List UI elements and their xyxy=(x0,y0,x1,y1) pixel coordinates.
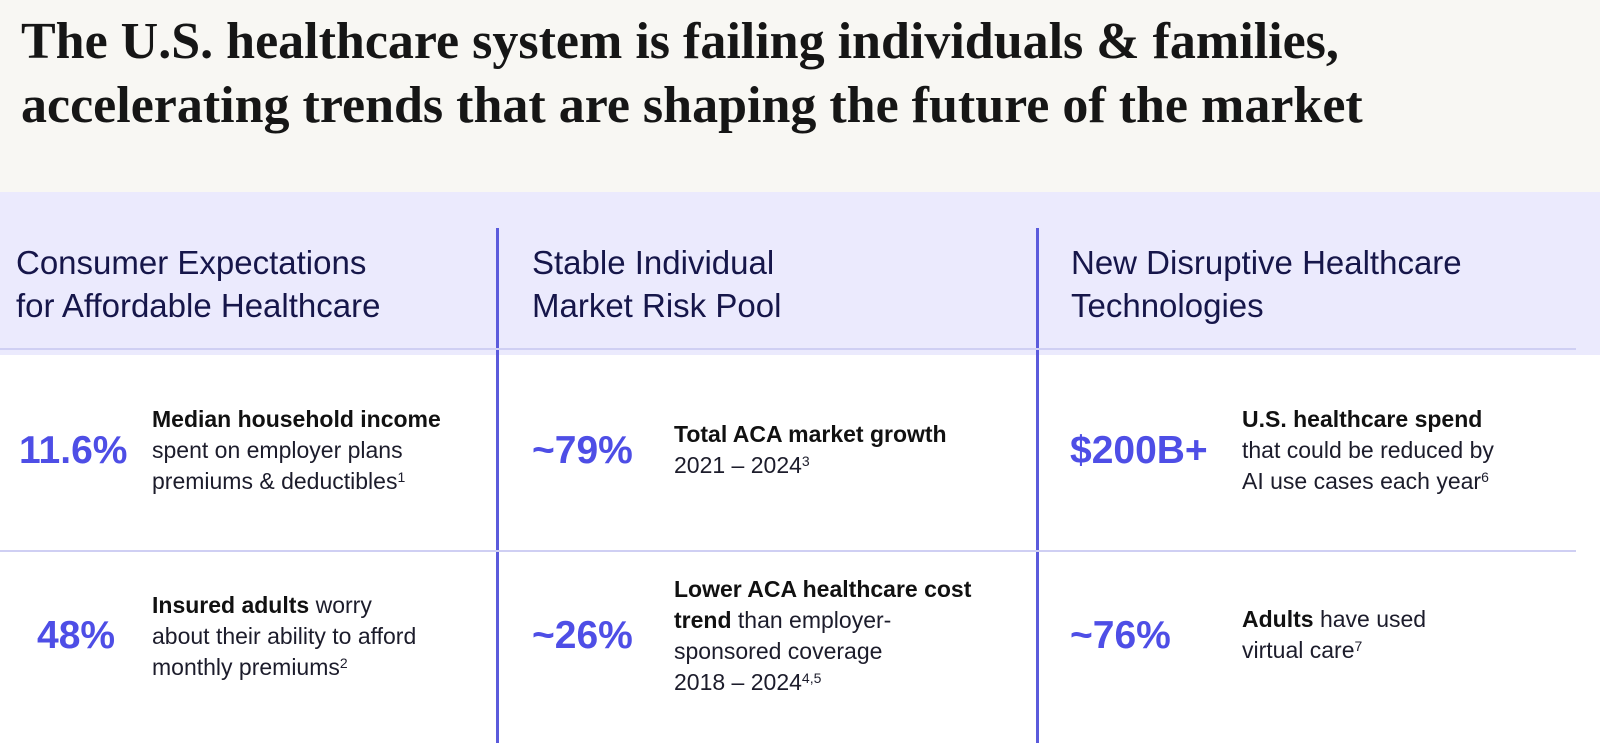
stat-value: ~79% xyxy=(532,429,633,472)
description-line: Total ACA market growth xyxy=(674,419,947,450)
column-divider xyxy=(1036,228,1039,743)
footnote-marker: 7 xyxy=(1354,638,1363,654)
heading-line: Consumer Expectations xyxy=(16,244,367,281)
description-text: that could be reduced by xyxy=(1242,437,1494,463)
description-line: U.S. healthcare spend xyxy=(1242,404,1494,435)
stat-value: ~26% xyxy=(532,614,633,657)
title-line-1: The U.S. healthcare system is failing in… xyxy=(21,13,1339,70)
description-line: Insured adults worry xyxy=(152,590,416,621)
description-line: 2018 – 20244,5 xyxy=(674,667,971,698)
stat-description: Median household income spent on employer… xyxy=(152,404,441,497)
description-line: virtual care7 xyxy=(1242,635,1426,666)
description-line: trend than employer- xyxy=(674,605,971,636)
description-text: virtual care xyxy=(1242,637,1355,663)
description-emphasis: Adults xyxy=(1242,606,1314,632)
stat-value: 48% xyxy=(37,614,116,657)
stat-description: Lower ACA healthcare cost trend than empl… xyxy=(674,574,971,698)
description-line: Lower ACA healthcare cost xyxy=(674,574,971,605)
description-line: monthly premiums2 xyxy=(152,652,416,683)
footnote-marker: 4,5 xyxy=(801,670,822,686)
description-line: Adults have used xyxy=(1242,604,1426,635)
stat-description: Adults have used virtual care7 xyxy=(1242,604,1426,666)
heading-line: for Affordable Healthcare xyxy=(16,287,381,324)
description-line: sponsored coverage xyxy=(674,636,971,667)
description-line: Median household income xyxy=(152,404,441,435)
stat-value: 11.6% xyxy=(19,429,128,472)
stat-description: Total ACA market growth 2021 – 20243 xyxy=(674,419,947,481)
description-line: 2021 – 20243 xyxy=(674,450,947,481)
description-text: spent on employer plans xyxy=(152,437,403,463)
heading-line: Market Risk Pool xyxy=(532,287,782,324)
footnote-marker: 1 xyxy=(397,469,406,485)
stat-value: ~76% xyxy=(1070,614,1171,657)
stat-description: Insured adults worry about their ability … xyxy=(152,590,416,683)
description-text: premiums & deductibles xyxy=(152,468,398,494)
heading-line: Stable Individual xyxy=(532,244,775,281)
description-emphasis: Median household income xyxy=(152,406,441,432)
row-divider xyxy=(0,550,1576,552)
footnote-marker: 2 xyxy=(339,655,348,671)
description-emphasis: Lower ACA healthcare cost xyxy=(674,576,972,602)
title-band xyxy=(0,0,1600,192)
heading-line: Technologies xyxy=(1071,287,1264,324)
column-header-band xyxy=(0,192,1600,355)
description-emphasis: Total ACA market growth xyxy=(674,421,947,447)
footnote-marker: 6 xyxy=(1481,469,1489,485)
stat-description: U.S. healthcare spend that could be reduc… xyxy=(1242,404,1494,497)
description-line: spent on employer plans xyxy=(152,435,441,466)
column-heading-technologies: New Disruptive Healthcare Technologies xyxy=(1071,241,1462,327)
description-text: have used xyxy=(1313,606,1427,632)
column-heading-risk-pool: Stable Individual Market Risk Pool xyxy=(532,241,781,327)
description-text: 2018 – 2024 xyxy=(674,669,802,695)
column-heading-consumer: Consumer Expectations for Affordable Hea… xyxy=(16,241,380,327)
description-text: about their ability to afford xyxy=(152,623,417,649)
description-text: 2021 – 2024 xyxy=(674,452,802,478)
description-emphasis: Insured adults xyxy=(152,592,310,618)
description-emphasis: U.S. healthcare spend xyxy=(1242,406,1483,432)
description-text: than employer- xyxy=(731,607,892,633)
footnote-marker: 3 xyxy=(801,453,810,469)
description-line: premiums & deductibles1 xyxy=(152,466,441,497)
description-line: about their ability to afford xyxy=(152,621,416,652)
description-line: AI use cases each year6 xyxy=(1242,466,1494,497)
page-title: The U.S. healthcare system is failing in… xyxy=(21,10,1581,138)
row-divider xyxy=(0,348,1576,350)
description-text: AI use cases each year xyxy=(1242,468,1482,494)
column-divider xyxy=(496,228,499,743)
heading-line: New Disruptive Healthcare xyxy=(1071,244,1462,281)
description-line: that could be reduced by xyxy=(1242,435,1494,466)
description-text: worry xyxy=(309,592,372,618)
description-text: monthly premiums xyxy=(152,654,340,680)
stat-value: $200B+ xyxy=(1070,429,1208,472)
title-line-2: accelerating trends that are shaping the… xyxy=(21,77,1363,134)
description-text: sponsored coverage xyxy=(674,638,883,664)
description-emphasis: trend xyxy=(674,607,732,633)
